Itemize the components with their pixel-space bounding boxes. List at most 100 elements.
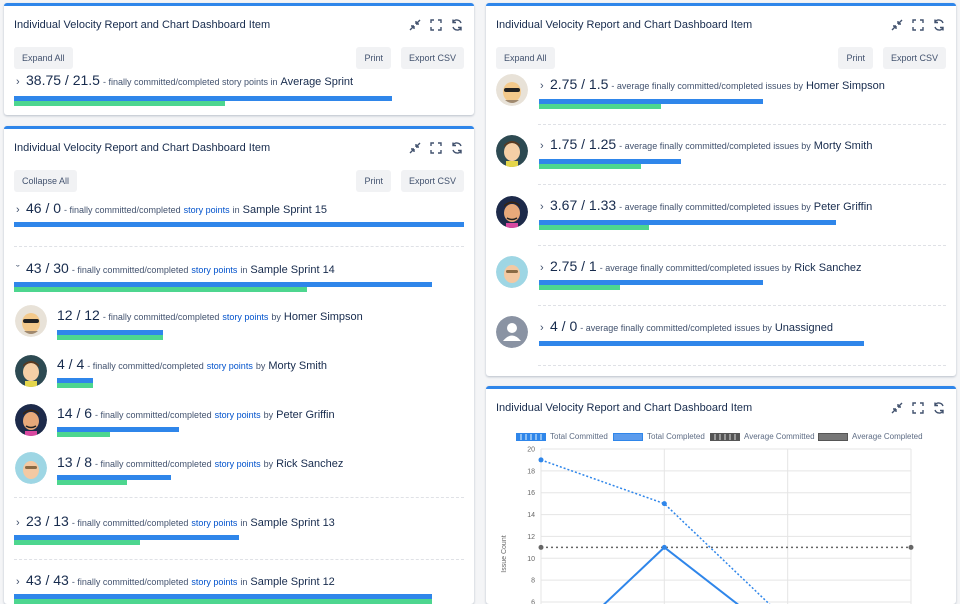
avatar-peter	[15, 404, 47, 436]
y-tick-label: 16	[527, 490, 535, 497]
collapse-all-button[interactable]: Collapse All	[14, 170, 77, 192]
refresh-icon[interactable]	[932, 401, 946, 415]
story-points-link[interactable]: story points	[191, 265, 237, 275]
avatar-homer	[496, 74, 528, 106]
completed-bar	[539, 104, 661, 109]
collapse-icon[interactable]	[408, 141, 422, 155]
divider	[14, 497, 464, 498]
chevron-right-icon[interactable]: ›	[538, 80, 550, 92]
legend-swatch	[818, 433, 848, 441]
divider	[538, 124, 946, 125]
story-points-link[interactable]: story points	[215, 459, 261, 469]
card-title: Individual Velocity Report and Chart Das…	[496, 19, 752, 31]
member-row[interactable]: ›3.67 / 1.33- average finally committed/…	[538, 197, 946, 213]
expand-all-button[interactable]: Expand All	[14, 47, 73, 69]
card-title: Individual Velocity Report and Chart Das…	[496, 402, 752, 414]
export-csv-button[interactable]: Export CSV	[401, 47, 464, 69]
velocity-card-issues: Individual Velocity Report and Chart Das…	[486, 3, 956, 376]
legend-swatch	[613, 433, 643, 441]
print-button[interactable]: Print	[838, 47, 873, 69]
chevron-right-icon[interactable]: ›	[538, 262, 550, 274]
completed-bar	[57, 432, 110, 437]
legend-total-committed[interactable]: Total Committed	[516, 432, 608, 441]
refresh-icon[interactable]	[450, 141, 464, 155]
y-tick-label: 20	[527, 447, 535, 454]
chevron-right-icon[interactable]: ›	[14, 204, 26, 216]
divider	[14, 246, 464, 247]
committed-bar	[14, 222, 464, 227]
expand-all-button[interactable]: Expand All	[496, 47, 555, 69]
y-axis-label: Issue Count	[501, 535, 508, 572]
refresh-icon[interactable]	[932, 18, 946, 32]
average-committed-point	[909, 545, 914, 550]
legend-average-committed[interactable]: Average Committed	[710, 432, 815, 441]
collapse-icon[interactable]	[408, 18, 422, 32]
avatar-rick	[15, 452, 47, 484]
completed-bar	[539, 225, 649, 230]
fullscreen-icon[interactable]	[429, 18, 443, 32]
divider	[538, 245, 946, 246]
member-row[interactable]: ›1.75 / 1.25- average finally committed/…	[538, 136, 946, 152]
export-csv-button[interactable]: Export CSV	[401, 170, 464, 192]
print-button[interactable]: Print	[356, 170, 391, 192]
completed-bar	[14, 287, 307, 292]
divider	[14, 559, 464, 560]
chevron-right-icon[interactable]: ›	[538, 201, 550, 213]
total-completed-point	[662, 545, 667, 550]
total-committed-line	[541, 460, 778, 604]
chevron-down-icon[interactable]: ˇ	[14, 264, 26, 276]
divider	[538, 184, 946, 185]
completed-bar	[57, 383, 93, 388]
story-points-link[interactable]: story points	[191, 518, 237, 528]
y-tick-label: 14	[527, 512, 535, 519]
chevron-right-icon[interactable]: ›	[14, 76, 26, 88]
fullscreen-icon[interactable]	[911, 18, 925, 32]
story-points-link[interactable]: story points	[215, 410, 261, 420]
collapse-icon[interactable]	[890, 401, 904, 415]
y-tick-label: 6	[531, 600, 535, 604]
avatar-peter	[496, 196, 528, 228]
committed-bar	[539, 341, 864, 346]
legend-swatch	[710, 433, 740, 441]
average-sprint-row[interactable]: ›38.75 / 21.5- finally committed/complet…	[14, 72, 464, 88]
velocity-card-average: Individual Velocity Report and Chart Das…	[4, 3, 474, 115]
export-csv-button[interactable]: Export CSV	[883, 47, 946, 69]
collapse-icon[interactable]	[890, 18, 904, 32]
story-points-link[interactable]: story points	[184, 205, 230, 215]
story-points-link[interactable]: story points	[191, 577, 237, 587]
average-committed-point	[539, 545, 544, 550]
story-points-link[interactable]: story points	[207, 361, 253, 371]
fullscreen-icon[interactable]	[429, 141, 443, 155]
total-committed-point	[662, 501, 667, 506]
chevron-right-icon[interactable]: ›	[14, 576, 26, 588]
print-button[interactable]: Print	[356, 47, 391, 69]
divider	[538, 365, 946, 366]
completed-bar	[57, 335, 163, 340]
legend-swatch	[516, 433, 546, 441]
chevron-right-icon[interactable]: ›	[14, 517, 26, 529]
refresh-icon[interactable]	[450, 18, 464, 32]
velocity-card-sprints: Individual Velocity Report and Chart Das…	[4, 126, 474, 604]
avatar-morty	[496, 135, 528, 167]
member-row[interactable]: ›2.75 / 1- average finally committed/com…	[538, 258, 946, 274]
avatar-rick	[496, 256, 528, 288]
chevron-right-icon[interactable]: ›	[538, 322, 550, 334]
chevron-right-icon[interactable]: ›	[538, 140, 550, 152]
legend-average-completed[interactable]: Average Completed	[818, 432, 923, 441]
completed-bar	[539, 285, 620, 290]
story-points-link[interactable]: story points	[222, 312, 268, 322]
total-committed-point	[539, 457, 544, 462]
legend-total-completed[interactable]: Total Completed	[613, 432, 705, 441]
completed-bar	[14, 101, 225, 106]
fullscreen-icon[interactable]	[911, 401, 925, 415]
member-row[interactable]: ›4 / 0- average finally committed/comple…	[538, 318, 946, 334]
member-row[interactable]: ›2.75 / 1.5- average finally committed/c…	[538, 76, 946, 92]
